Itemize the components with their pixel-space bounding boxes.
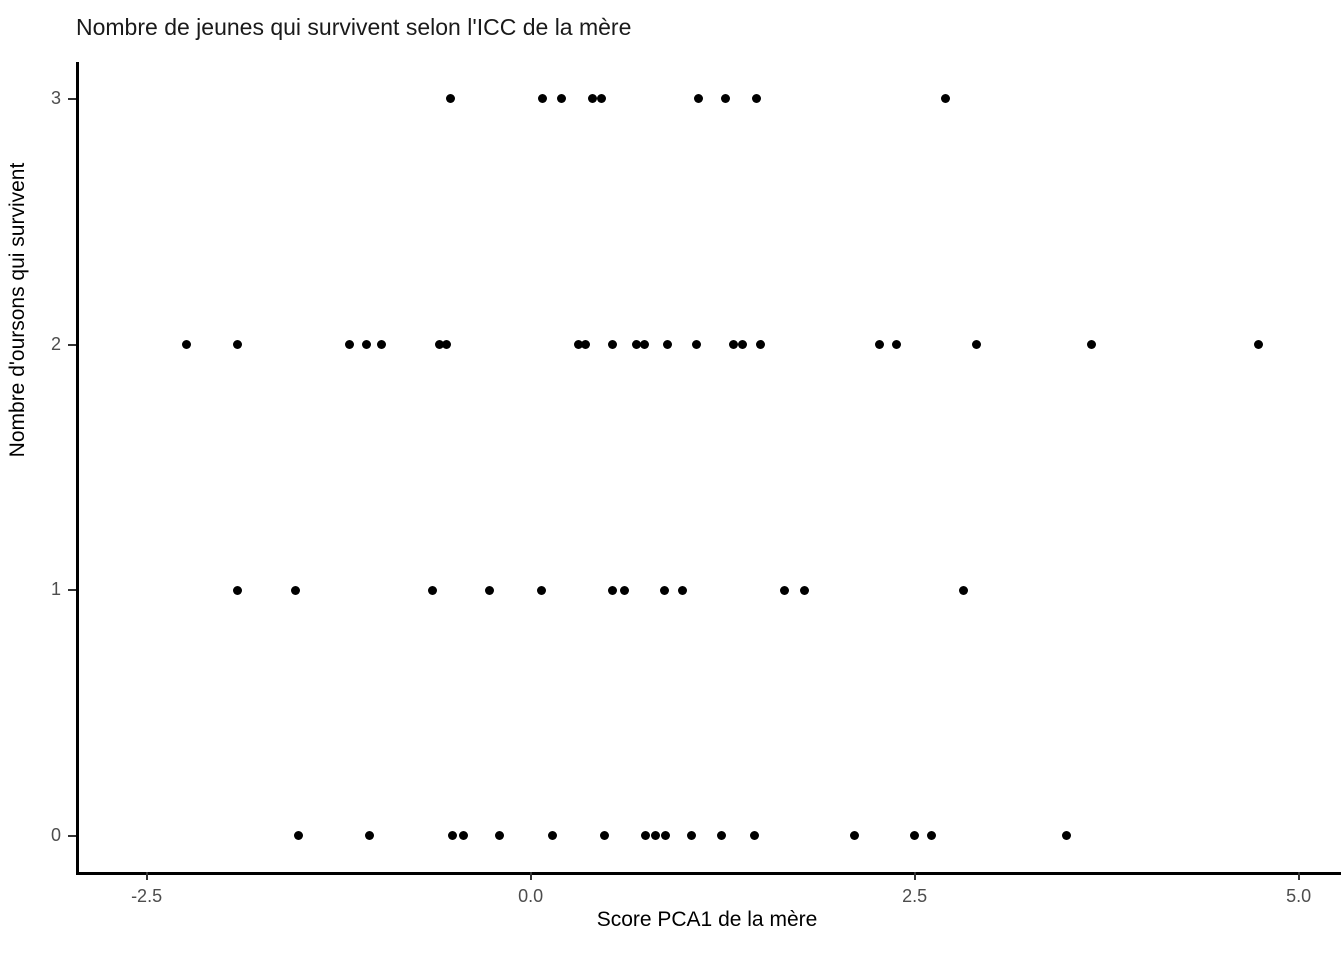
data-point <box>435 340 445 350</box>
data-point <box>678 585 688 595</box>
data-point <box>971 340 981 350</box>
y-axis-tick-mark <box>68 834 76 837</box>
data-point <box>495 831 505 841</box>
x-axis-tick-mark <box>145 872 148 880</box>
data-point <box>874 340 884 350</box>
x-axis-tick-mark <box>529 872 532 880</box>
y-axis-tick-mark <box>68 97 76 100</box>
data-point <box>607 340 617 350</box>
y-axis-title: Nombre d'oursons qui survivent <box>6 162 29 458</box>
data-point <box>291 585 301 595</box>
data-point <box>926 831 936 841</box>
data-point <box>750 831 760 841</box>
data-point <box>959 585 969 595</box>
data-point <box>182 340 192 350</box>
y-axis-tick-label: 1 <box>50 579 61 600</box>
x-axis-tick-label: 2.5 <box>902 886 928 906</box>
data-point <box>661 831 671 841</box>
x-axis-tick-label: -2.5 <box>131 886 163 906</box>
y-axis-tick-mark <box>68 589 76 592</box>
data-point <box>910 831 920 841</box>
x-axis-tick-label: 0.0 <box>518 886 544 906</box>
y-axis-tick-label: 2 <box>50 333 61 354</box>
data-point <box>536 585 546 595</box>
data-point <box>687 831 697 841</box>
data-point <box>751 94 761 104</box>
data-point <box>446 94 456 104</box>
data-point <box>1086 340 1096 350</box>
data-point <box>441 340 451 350</box>
plot-area: -2.5 0.0 2.5 5.0 0 1 2 3 <box>51 62 1341 906</box>
data-point <box>693 94 703 104</box>
data-point <box>728 340 738 350</box>
data-point <box>632 340 642 350</box>
data-point <box>344 340 354 350</box>
data-point <box>573 340 583 350</box>
data-point <box>361 340 371 350</box>
data-point <box>547 831 557 841</box>
data-point <box>641 831 651 841</box>
data-point <box>891 340 901 350</box>
data-point <box>427 585 437 595</box>
data-point <box>587 94 597 104</box>
x-axis-tick-mark <box>1297 872 1300 880</box>
data-point <box>596 94 606 104</box>
data-point <box>458 831 468 841</box>
data-point <box>650 831 660 841</box>
data-point <box>639 340 649 350</box>
data-point <box>799 585 809 595</box>
x-axis-title: Score PCA1 de la mère <box>596 908 818 931</box>
data-point <box>232 585 242 595</box>
data-point <box>581 340 591 350</box>
y-axis-tick-label: 0 <box>50 824 61 845</box>
data-point <box>538 94 548 104</box>
data-point <box>716 831 726 841</box>
data-point <box>779 585 789 595</box>
data-point <box>659 585 669 595</box>
data-point <box>1062 831 1072 841</box>
chart-title: Nombre de jeunes qui survivent selon l'I… <box>76 14 632 40</box>
data-point <box>662 340 672 350</box>
data-point <box>447 831 457 841</box>
data-point <box>619 585 629 595</box>
data-point <box>721 94 731 104</box>
data-point <box>556 94 566 104</box>
data-point <box>364 831 374 841</box>
data-point <box>484 585 494 595</box>
data-point <box>691 340 701 350</box>
data-point <box>940 94 950 104</box>
data-point <box>377 340 387 350</box>
data-point <box>294 831 304 841</box>
data-point <box>850 831 860 841</box>
data-point <box>607 585 617 595</box>
x-axis-tick-label: 5.0 <box>1286 886 1312 906</box>
y-axis-tick-label: 3 <box>50 87 61 108</box>
x-axis-tick-mark <box>913 872 916 880</box>
data-point <box>232 340 242 350</box>
data-point <box>599 831 609 841</box>
data-point <box>738 340 748 350</box>
data-point <box>756 340 766 350</box>
data-point <box>1254 340 1264 350</box>
y-axis-tick-mark <box>68 343 76 346</box>
